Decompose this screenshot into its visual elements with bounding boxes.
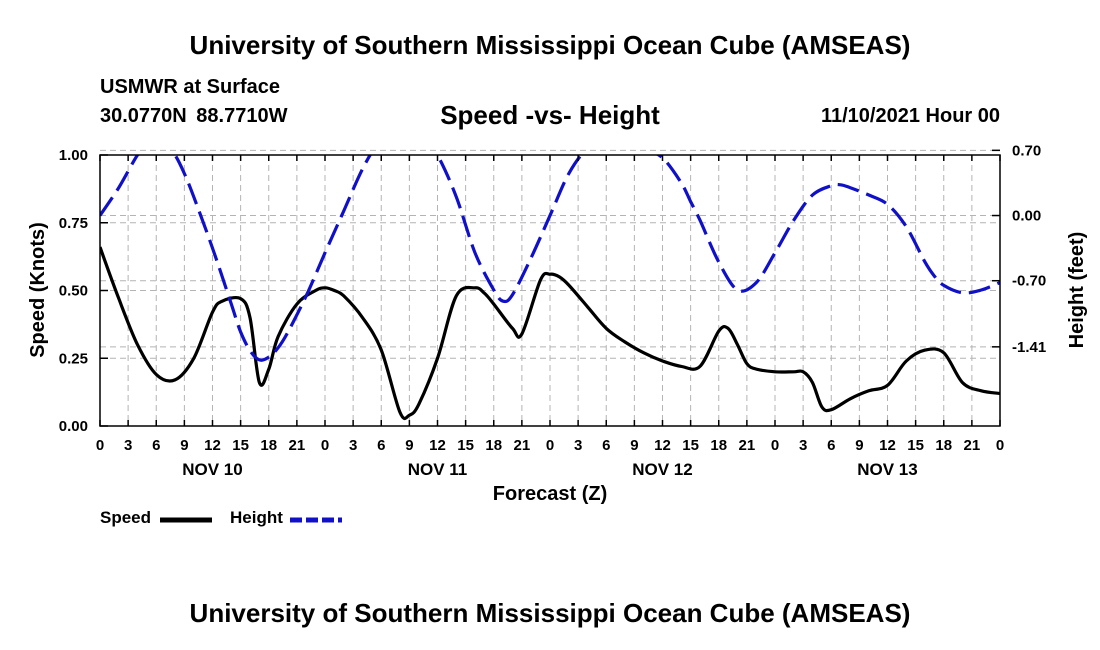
y2-tick-label: -0.70	[1012, 273, 1046, 290]
x-tick-label: 9	[405, 437, 413, 454]
y-tick-label: 1.00	[59, 147, 88, 164]
x-tick-label: 3	[124, 437, 132, 454]
x-tick-label: 0	[321, 437, 329, 454]
x-tick-label: 18	[485, 437, 502, 454]
x-tick-label: 6	[152, 437, 160, 454]
x-tick-label: 9	[855, 437, 863, 454]
y2-axis-label: Height (feet)	[1066, 232, 1088, 349]
x-day-label: NOV 11	[408, 460, 468, 479]
axes: 0 3 6 9 12 15 18 21 0 3 6 9 12 15 18 21 0 3 6 9 12 15 18 21 0 3 6 9…	[59, 142, 1046, 479]
x-tick-label: 12	[654, 437, 671, 454]
x-tick-label: 15	[232, 437, 249, 454]
x-day-label: NOV 13	[857, 460, 917, 479]
x-axis-label: Forecast (Z)	[493, 483, 607, 505]
x-tick-label: 0	[771, 437, 779, 454]
x-tick-label: 6	[602, 437, 610, 454]
x-tick-label: 12	[204, 437, 221, 454]
x-tick-label: 21	[289, 437, 306, 454]
footer-title: University of Southern Mississippi Ocean…	[189, 598, 911, 628]
x-tick-label: 3	[349, 437, 357, 454]
grid-lines	[100, 149, 1000, 426]
y-tick-label: 0.00	[59, 418, 88, 435]
x-day-label: NOV 12	[632, 460, 692, 479]
x-tick-label: 12	[879, 437, 896, 454]
x-tick-label: 0	[996, 437, 1004, 454]
speed-series-line	[100, 246, 1000, 421]
x-tick-label: 21	[739, 437, 756, 454]
x-tick-label: 18	[260, 437, 277, 454]
y-tick-label: 0.25	[59, 350, 88, 367]
x-tick-label: 21	[514, 437, 531, 454]
y-axis-label: Speed (Knots)	[27, 222, 49, 358]
height-series-line	[100, 155, 1000, 362]
page-title: University of Southern Mississippi Ocean…	[189, 30, 911, 60]
x-tick-label: 3	[574, 437, 582, 454]
x-tick-label: 15	[682, 437, 699, 454]
x-tick-label: 0	[546, 437, 554, 454]
y2-tick-label: -1.41	[1012, 339, 1046, 356]
x-tick-label: 18	[935, 437, 952, 454]
x-tick-label: 6	[377, 437, 385, 454]
x-tick-label: 18	[710, 437, 727, 454]
y2-tick-label: 0.70	[1012, 142, 1041, 159]
legend-speed-label: Speed	[100, 508, 152, 527]
chart-title: Speed -vs- Height	[440, 100, 660, 130]
x-tick-label: 21	[964, 437, 981, 454]
series-lines	[100, 155, 1000, 421]
x-tick-label: 6	[827, 437, 835, 454]
x-day-label: NOV 10	[182, 460, 242, 479]
y2-tick-label: 0.00	[1012, 208, 1041, 225]
station-coordinates: 30.0770N 88.7710W	[100, 105, 288, 127]
y-tick-label: 0.50	[59, 283, 88, 300]
x-tick-label: 15	[457, 437, 474, 454]
x-tick-label: 12	[429, 437, 446, 454]
x-tick-label: 15	[907, 437, 924, 454]
y-tick-label: 0.75	[59, 215, 88, 232]
forecast-date-hour: 11/10/2021 Hour 00	[820, 105, 1000, 127]
x-tick-label: 9	[180, 437, 188, 454]
station-label: USMWR at Surface	[100, 76, 281, 98]
x-tick-label: 9	[630, 437, 638, 454]
x-tick-label: 0	[96, 437, 104, 454]
legend-height-label: Height	[230, 508, 283, 527]
x-tick-label: 3	[799, 437, 807, 454]
